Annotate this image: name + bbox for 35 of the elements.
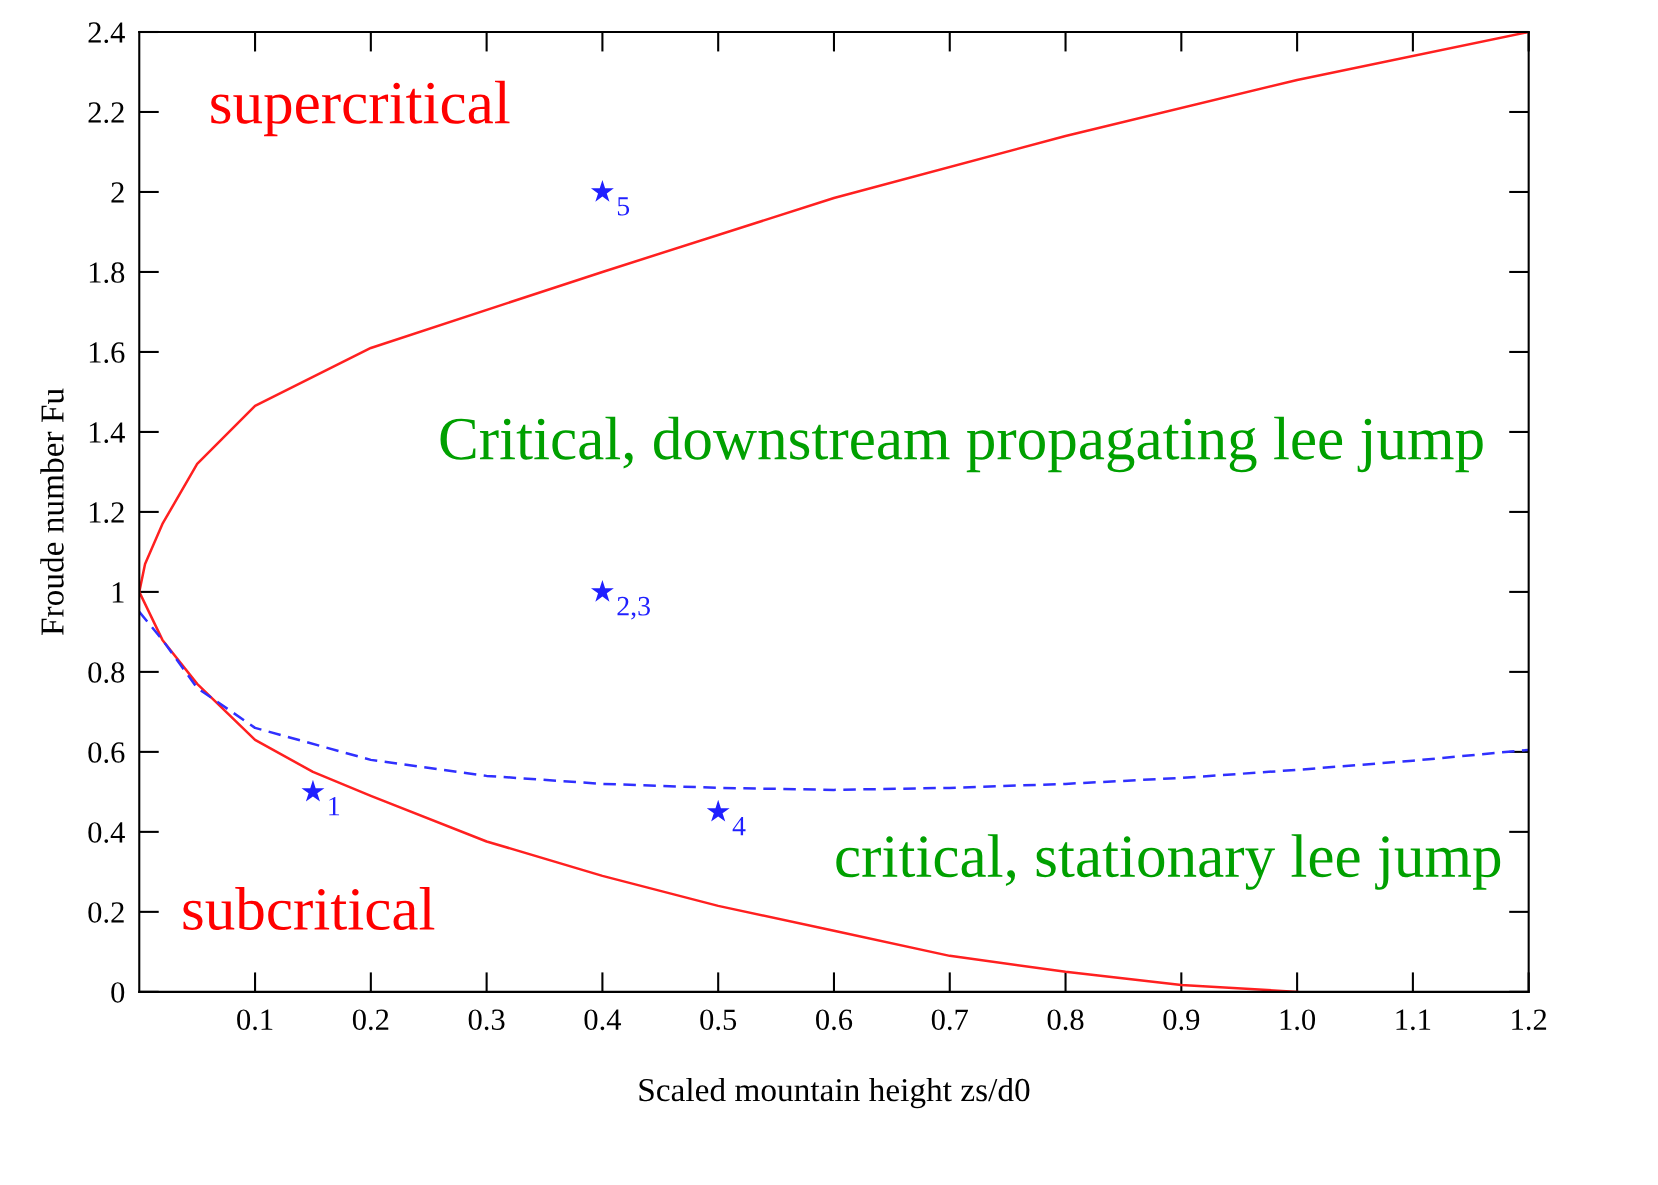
x-tick-label: 1.1: [1396, 1009, 1431, 1031]
x-tick-label: 0.9: [1163, 1009, 1200, 1031]
x-tick-label: 0.7: [931, 1009, 968, 1031]
y-tick-label: 2: [111, 182, 124, 203]
x-axis-title: Scaled mountain height zs/d0: [639, 1077, 1030, 1109]
x-tick-label: 1.0: [1280, 1009, 1316, 1031]
x-tick-label: 0.4: [584, 1009, 622, 1031]
annotation: Critical, downstream propagating lee jump: [440, 416, 1483, 473]
y-tick-label: 0.4: [88, 822, 125, 843]
y-tick-label: 1.6: [89, 342, 125, 363]
annotation: 2,3: [617, 596, 650, 620]
y-tick-label: 1.2: [89, 502, 124, 523]
annotation: supercritical: [211, 80, 510, 137]
y-tick-label: 2.4: [88, 22, 125, 44]
y-tick-label: 0.8: [88, 662, 125, 683]
y-tick-label: 1.8: [89, 262, 125, 283]
annotation: subcritical: [183, 887, 435, 931]
annotation: 5: [617, 197, 630, 216]
x-tick-label: 1.2: [1512, 1009, 1547, 1031]
y-tick-label: 0.6: [88, 742, 125, 763]
annotation: critical, stationary lee jump: [836, 834, 1501, 890]
x-tick-label: 0.2: [352, 1009, 389, 1031]
y-tick-label: 0: [111, 982, 125, 1003]
y-axis-title: Froude number Fu: [40, 388, 64, 636]
annotation: 1: [329, 796, 340, 816]
x-tick-label: 0.8: [1047, 1009, 1084, 1031]
y-tick-label: 1.4: [89, 422, 125, 443]
x-tick-label: 0.5: [700, 1009, 737, 1031]
x-tick-label: 0.6: [816, 1009, 853, 1031]
x-tick-label: 0.3: [468, 1009, 505, 1031]
annotation: 4: [732, 816, 746, 836]
y-tick-label: 0.2: [88, 902, 124, 923]
y-tick-label: 1: [112, 582, 124, 603]
y-tick-label: 2.2: [88, 102, 124, 124]
x-tick-label: 0.1: [237, 1009, 273, 1031]
